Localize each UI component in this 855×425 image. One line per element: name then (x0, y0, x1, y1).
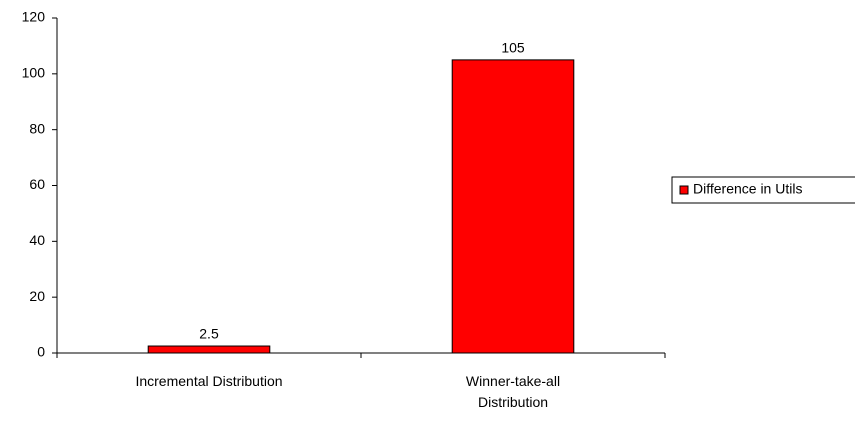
y-tick-label: 120 (22, 9, 46, 25)
legend-box (671, 176, 855, 204)
x-tick-label: Incremental Distribution (135, 373, 283, 389)
data-label: 105 (501, 40, 525, 56)
y-tick-label: 100 (22, 65, 46, 81)
bar (451, 59, 575, 354)
bar (147, 345, 271, 354)
legend-label: Difference in Utils (693, 181, 802, 197)
x-tick-label: Winner-take-all Distribution (465, 373, 561, 410)
y-tick-label: 80 (29, 120, 45, 136)
data-label: 2.5 (199, 326, 219, 342)
y-tick-label: 20 (29, 288, 45, 304)
y-tick-label: 60 (29, 176, 45, 192)
y-tick-label: 0 (37, 344, 45, 360)
legend-swatch (679, 185, 689, 195)
y-tick-label: 40 (29, 232, 45, 248)
